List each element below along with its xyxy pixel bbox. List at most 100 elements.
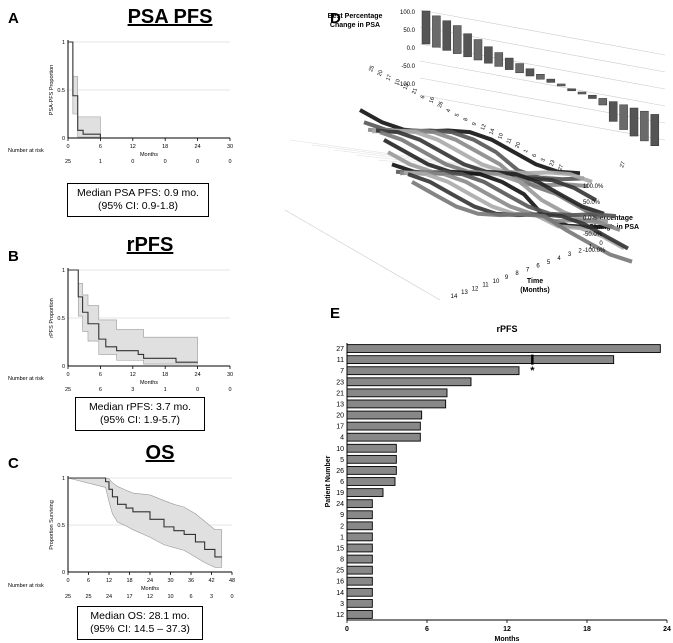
panel-d-wall-grid-5	[419, 94, 666, 141]
panel-d-patient-label-10: 5	[454, 113, 461, 118]
panel-e-bar-15	[346, 543, 373, 553]
panel-d-best-tick-0: 100.0	[400, 10, 416, 16]
panel-e-patient-label-12: 12	[336, 612, 344, 619]
panel-a-y-tick-label-0: 0	[62, 136, 65, 142]
panel-d-floor-edge	[284, 209, 441, 301]
panel-a-risk-value-2: 0	[131, 159, 134, 165]
panel-e-patient-label-13: 13	[336, 401, 344, 408]
panel-d-patient-label-19: 6	[532, 153, 539, 158]
panel-b-risk-value-4: 0	[196, 387, 199, 393]
panel-e-patient-label-4: 4	[340, 435, 344, 442]
panel-e-patient-label-17: 17	[336, 424, 344, 431]
panel-c-y-tick-label-2: 1	[62, 476, 65, 482]
panel-d-patient-label-3: 10	[394, 78, 402, 86]
panel-e-patient-label-23: 23	[336, 379, 344, 386]
panel-b-median-line1: Median rPFS: 3.7 mo.	[88, 401, 192, 413]
panel-d-best-bar-6	[484, 46, 493, 64]
panel-e-bar-8	[346, 554, 373, 564]
panel-e-patient-label-19: 19	[336, 490, 344, 497]
panel-b-y-tick-label-0: 0	[62, 364, 65, 370]
panel-e-patient-label-5: 5	[340, 457, 344, 464]
panel-e-patient-label-27: 27	[336, 346, 344, 353]
panel-b-risk-value-0: 25	[65, 387, 71, 393]
panel-d-best-bar-0	[421, 10, 431, 45]
panel-c-x-tick-label-1: 6	[87, 578, 90, 584]
panel-d-patient-label-9: 4	[446, 108, 453, 113]
panel-d-pct-tick-1: 50.0%	[583, 200, 601, 206]
panel-c-x-tick-label-0: 0	[66, 578, 69, 584]
panel-a-x-tick-label-5: 30	[227, 144, 233, 150]
panel-e-asterisk: *	[530, 365, 535, 377]
panel-b-y-tick-label-1: 0.5	[57, 316, 65, 322]
panel-b-x-tick-label-1: 6	[99, 372, 102, 378]
panel-e-bar-2	[346, 521, 373, 531]
panel-d-wall-grid-3	[419, 60, 666, 107]
panel-b-x-axis-title: Months	[140, 380, 158, 386]
panel-d-best-bar-5	[473, 39, 483, 61]
panel-a-x-tick-label-4: 24	[195, 144, 201, 150]
panel-d-ribbon-10	[399, 170, 621, 232]
panel-e-patient-label-9: 9	[340, 512, 344, 519]
panel-e-bar-10	[346, 443, 397, 453]
panel-c-risk-value-8: 0	[230, 594, 233, 600]
panel-d-patient-label-17: 20	[514, 141, 522, 149]
panel-c-risk-title: Number at risk	[8, 583, 44, 589]
panel-d-pct-label-1: Percentage	[595, 215, 633, 222]
panel-d-time-tick-8: 6	[536, 264, 540, 270]
panel-e-bar-6	[346, 477, 396, 486]
panel-c-x-axis-title: Months	[141, 586, 159, 592]
panel-d-patient-label-0: 25	[368, 65, 376, 73]
panel-b-x-tick-label-5: 30	[227, 372, 233, 378]
panel-d-patient-label-5: 21	[411, 87, 419, 95]
panel-c-x-tick-label-7: 42	[208, 578, 214, 584]
panel-e-patient-label-24: 24	[336, 501, 344, 508]
panel-a-title: PSA PFS	[127, 6, 213, 28]
panel-d-best-bar-1	[432, 15, 441, 48]
panel-d-patient-label-8: 26	[437, 101, 445, 109]
panel-c-x-tick-label-2: 12	[106, 578, 112, 584]
panel-c-risk-value-3: 17	[126, 594, 132, 600]
panel-d-best-bar-22	[650, 114, 660, 147]
panel-b-x-tick-label-4: 24	[195, 372, 201, 378]
panel-e-x-tick-label-3: 18	[583, 626, 591, 633]
panel-c-risk-value-1: 25	[85, 594, 91, 600]
panel-c-letter: C	[8, 455, 19, 472]
panel-d-time-tick-12: 2	[578, 248, 582, 254]
panel-e-patient-label-15: 15	[336, 545, 344, 552]
panel-a-risk-value-1: 1	[99, 159, 102, 165]
panel-e-bar-27	[346, 344, 661, 353]
panel-e-bar-3	[346, 598, 373, 608]
panel-d-patient-label-2: 17	[385, 74, 393, 82]
panel-a-median-line2: (95% CI: 0.9-1.8)	[98, 200, 178, 212]
panel-c-risk-value-2: 24	[106, 594, 112, 600]
panel-d-time-label-1: Time	[527, 278, 543, 285]
panel-a-x-tick-label-3: 18	[162, 144, 168, 150]
panel-d-best-bar-13	[556, 83, 566, 87]
panel-e-patient-label-3: 3	[340, 601, 344, 608]
panel-a-median-box: Median PSA PFS: 0.9 mo. (95% CI: 0.9-1.8…	[67, 183, 209, 217]
panel-d-best-bar-20	[629, 107, 639, 137]
panel-d-best-label-1: Best Percentage	[328, 13, 383, 20]
panel-e-bar-20	[346, 410, 423, 420]
panel-d-best-bar-4	[463, 33, 472, 58]
panel-c-y-tick-label-1: 0.5	[57, 523, 65, 529]
panel-e-bar-26	[346, 466, 397, 475]
panel-d-time-tick-4: 10	[493, 279, 500, 285]
panel-d-patient-label-14: 14	[489, 128, 497, 136]
panel-d-patient-label-21: 23	[549, 159, 557, 167]
panel-d-patient-label-13: 12	[480, 123, 488, 131]
panel-a-risk-value-4: 0	[196, 159, 199, 165]
panel-d-ribbon-3	[371, 128, 593, 184]
panel-c-risk-value-4: 12	[147, 594, 153, 600]
panel-e-bar-13	[346, 399, 447, 409]
panel-e-patient-label-25: 25	[336, 568, 344, 575]
panel-d-pct-tick-3: -50.0%	[583, 232, 603, 238]
panel-e-bar-14	[346, 587, 373, 597]
panel-d-ribbon-0	[359, 108, 581, 176]
panel-d-best-bar-9	[515, 63, 524, 74]
panel-d-patient-label-20: 3	[540, 158, 547, 163]
panel-e-patient-label-14: 14	[336, 590, 344, 597]
panel-a-x-tick-label-2: 12	[130, 144, 136, 150]
panel-d-best-bar-2	[442, 20, 452, 51]
panel-b-median-box: Median rPFS: 3.7 mo. (95% CI: 1.9-5.7)	[75, 397, 205, 431]
